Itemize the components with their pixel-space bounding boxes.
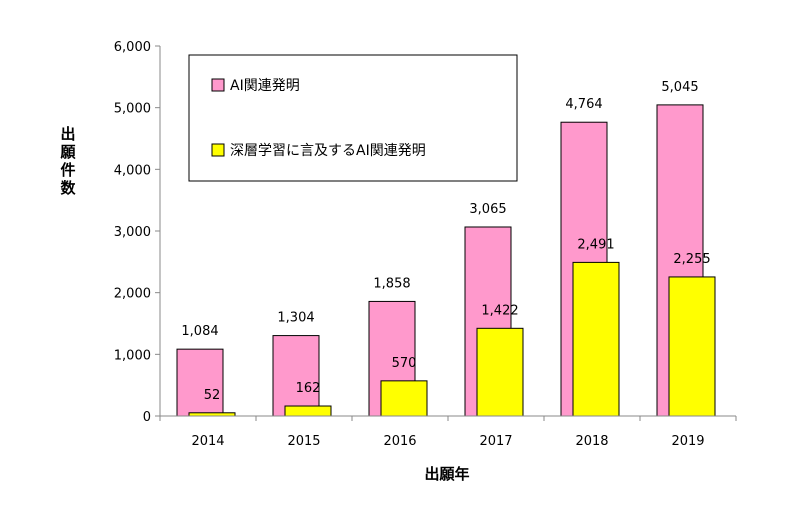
legend-label-deep-learning: 深層学習に言及するAI関連発明 (230, 143, 426, 159)
bar-deep-learning (284, 405, 332, 417)
x-tick-label: 2018 (575, 434, 608, 449)
data-label-ai: 1,084 (181, 324, 218, 339)
legend: AI関連発明 深層学習に言及するAI関連発明 (188, 54, 518, 182)
ticks-layer: 0 1,000 2,000 3,000 4,000 5,000 6,000 2014 2015 2… (114, 40, 737, 449)
x-tick-label: 2014 (191, 434, 224, 449)
bar-deep-learning (668, 276, 716, 417)
bars-layer (176, 104, 716, 417)
bar-deep-learning (380, 380, 428, 417)
legend-swatch-ai (211, 78, 225, 92)
bar-deep-learning (476, 327, 524, 417)
data-label-ai: 3,065 (469, 202, 506, 217)
data-label-ai: 5,045 (661, 80, 698, 95)
bar-ai (176, 348, 224, 417)
bar-ai (272, 335, 320, 417)
x-tick-label: 2019 (671, 434, 704, 449)
y-tick-label: 3,000 (114, 225, 151, 240)
x-tick-label: 2015 (287, 434, 320, 449)
data-label-deep-learning: 2,491 (577, 237, 614, 252)
y-tick-label: 1,000 (114, 348, 151, 363)
y-tick-label: 5,000 (114, 102, 151, 117)
legend-swatch-deep-learning (211, 143, 225, 157)
legend-box (188, 54, 518, 182)
legend-label-ai: AI関連発明 (230, 78, 300, 94)
data-labels-layer: 1,084 1,304 1,858 3,065 4,764 5,045 52 162 570 1,… (181, 80, 710, 403)
data-label-deep-learning: 2,255 (673, 252, 710, 267)
data-label-ai: 1,858 (373, 276, 410, 291)
data-label-deep-learning: 52 (204, 388, 221, 403)
y-axis-title: 出願件数 (60, 125, 76, 197)
x-tick-label: 2017 (479, 434, 512, 449)
y-tick-label: 4,000 (114, 163, 151, 178)
data-label-deep-learning: 1,422 (481, 303, 518, 318)
data-label-deep-learning: 162 (296, 381, 321, 396)
y-tick-label: 6,000 (114, 40, 151, 55)
data-label-deep-learning: 570 (392, 356, 417, 371)
y-tick-label: 0 (143, 410, 151, 425)
y-tick-label: 2,000 (114, 287, 151, 302)
x-tick-label: 2016 (383, 434, 416, 449)
x-axis-title: 出願年 (424, 465, 469, 483)
bar-deep-learning (572, 261, 620, 417)
data-label-ai: 1,304 (277, 311, 314, 326)
data-label-ai: 4,764 (565, 97, 602, 112)
